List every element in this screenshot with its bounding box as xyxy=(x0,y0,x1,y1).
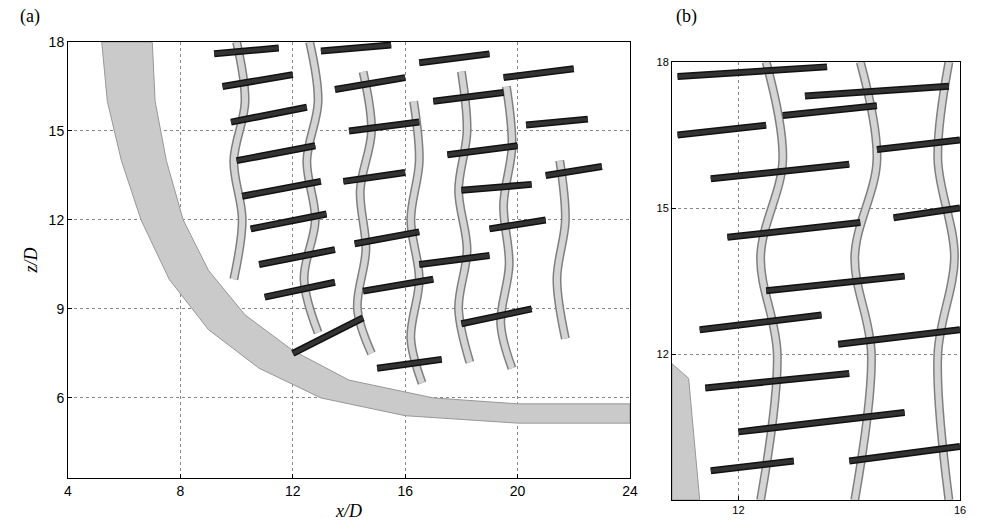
svg-text:(b): (b) xyxy=(676,6,697,27)
svg-text:12: 12 xyxy=(49,212,65,228)
svg-text:20: 20 xyxy=(510,483,526,499)
svg-text:18: 18 xyxy=(657,56,669,68)
svg-text:16: 16 xyxy=(397,483,413,499)
svg-text:15: 15 xyxy=(49,123,65,139)
svg-text:8: 8 xyxy=(177,483,185,499)
svg-text:16: 16 xyxy=(954,504,966,516)
svg-text:18: 18 xyxy=(49,34,65,50)
svg-text:z/D: z/D xyxy=(21,247,41,273)
svg-text:4: 4 xyxy=(64,483,72,499)
svg-text:6: 6 xyxy=(56,390,64,406)
svg-text:x/D: x/D xyxy=(335,501,362,521)
svg-text:15: 15 xyxy=(657,202,669,214)
svg-text:12: 12 xyxy=(657,348,669,360)
svg-text:9: 9 xyxy=(56,301,64,317)
svg-text:12: 12 xyxy=(732,504,744,516)
svg-text:12: 12 xyxy=(285,483,301,499)
svg-text:24: 24 xyxy=(622,483,638,499)
svg-text:(a): (a) xyxy=(20,6,40,27)
